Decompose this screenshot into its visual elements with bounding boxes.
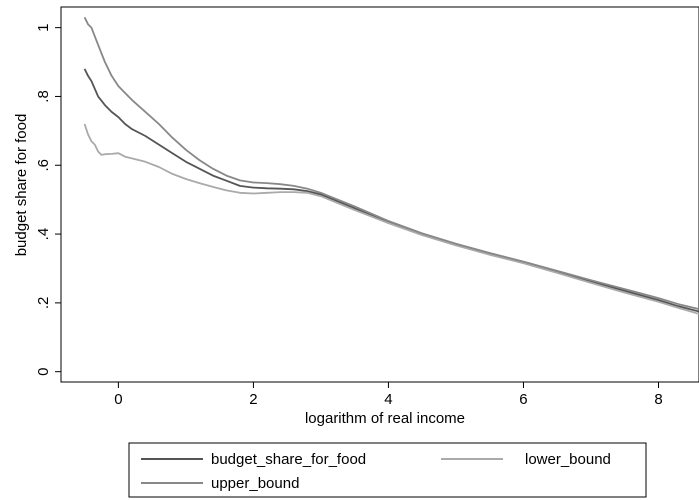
legend-label-lower-bound: lower_bound	[525, 451, 611, 468]
y-axis-title: budget share for food	[13, 114, 30, 257]
plot-area	[60, 6, 699, 383]
series-line-upper-bound	[83, 16, 699, 310]
x-tick-label: 2	[249, 391, 257, 408]
x-tick-label: 0	[114, 391, 122, 408]
y-ticks: 0 .2 .4 .6 .8 1	[35, 23, 61, 376]
x-tick-label: 4	[384, 391, 392, 408]
legend-label-budget-share-for-food: budget_share_for_food	[211, 451, 366, 468]
x-axis-title: logarithm of real income	[305, 410, 465, 427]
plot-frame	[60, 6, 699, 383]
series-layer	[83, 16, 699, 315]
y-tick-label: .8	[35, 90, 52, 103]
x-ticks: 0 2 4 6 8	[114, 382, 663, 408]
y-tick-label: .2	[35, 297, 52, 310]
legend: budget_share_for_food lower_bound upper_…	[128, 442, 647, 498]
y-tick-label: 1	[35, 23, 52, 31]
series-line-lower-bound	[83, 123, 699, 315]
y-tick-label: .6	[35, 159, 52, 172]
y-tick-label: 0	[35, 368, 52, 376]
x-tick-label: 6	[519, 391, 527, 408]
legend-label-upper-bound: upper_bound	[211, 475, 299, 492]
y-tick-label: .4	[35, 228, 52, 241]
legend-box	[128, 442, 647, 498]
x-tick-label: 8	[654, 391, 662, 408]
